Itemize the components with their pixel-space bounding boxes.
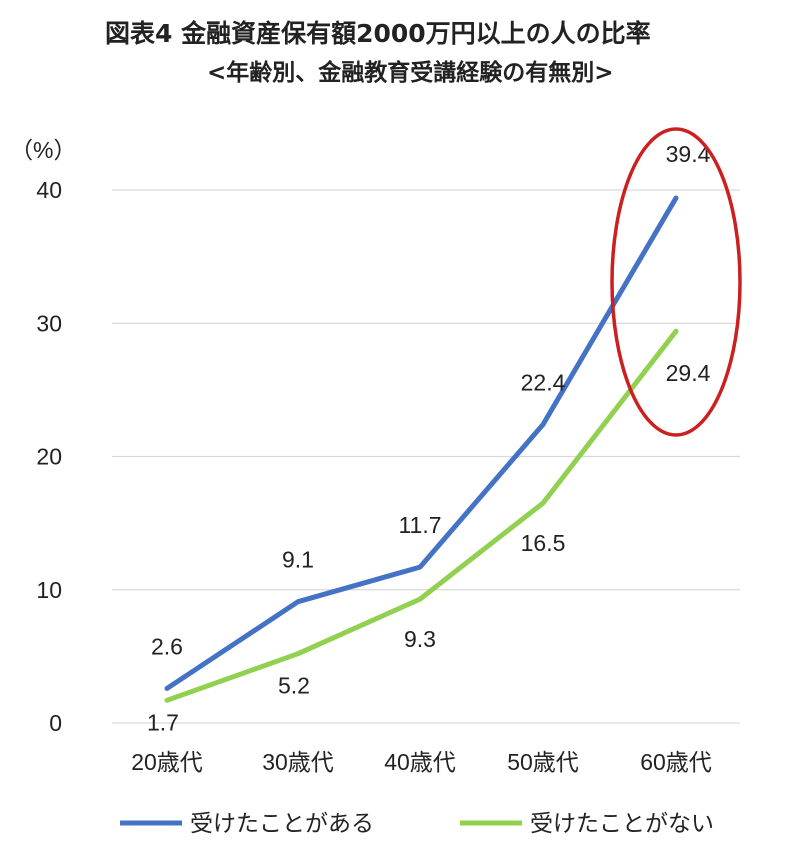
- legend-label-1: 受けたことがない: [530, 811, 714, 837]
- x-tick-label: 20歳代: [131, 749, 203, 775]
- x-tick-label: 30歳代: [262, 749, 334, 775]
- data-label: 16.5: [521, 530, 566, 556]
- y-tick-label: 30: [36, 310, 62, 336]
- chart-title: 図表4 金融資産保有額2000万円以上の人の比率: [105, 19, 651, 48]
- series-line-1: [164, 328, 679, 703]
- x-tick-label: 40歳代: [384, 749, 456, 775]
- data-label: 22.4: [521, 370, 566, 396]
- data-label: 9.1: [282, 547, 314, 573]
- legend-label-0: 受けたことがある: [190, 811, 374, 837]
- data-labels: 2.69.111.722.439.41.75.29.316.529.4: [147, 141, 711, 735]
- gridlines: [112, 189, 740, 724]
- y-tick-label: 40: [36, 177, 62, 203]
- x-tick-labels: 20歳代 30歳代 40歳代 50歳代 60歳代: [131, 749, 712, 775]
- series-line-0: [164, 195, 679, 691]
- legend: 受けたことがある 受けたことがない: [120, 811, 714, 837]
- data-label: 11.7: [398, 512, 441, 538]
- data-label: 9.3: [404, 626, 436, 652]
- series-lines: [164, 195, 679, 703]
- data-label: 2.6: [151, 633, 183, 659]
- data-label: 5.2: [278, 673, 310, 699]
- highlight-annotation: [610, 127, 742, 437]
- chart-subtitle: <年齢別、金融教育受講経験の有無別>: [207, 59, 614, 86]
- data-label: 1.7: [147, 709, 179, 735]
- highlight-ellipse: [610, 127, 742, 437]
- y-tick-labels: 0 10 20 30 40: [36, 177, 62, 736]
- x-tick-label: 60歳代: [640, 749, 712, 775]
- y-tick-label: 10: [36, 577, 62, 603]
- y-tick-label: 0: [49, 710, 62, 736]
- x-tick-label: 50歳代: [507, 749, 579, 775]
- data-label: 29.4: [666, 360, 711, 386]
- y-tick-label: 20: [36, 444, 62, 470]
- y-axis-label: （%）: [10, 137, 76, 163]
